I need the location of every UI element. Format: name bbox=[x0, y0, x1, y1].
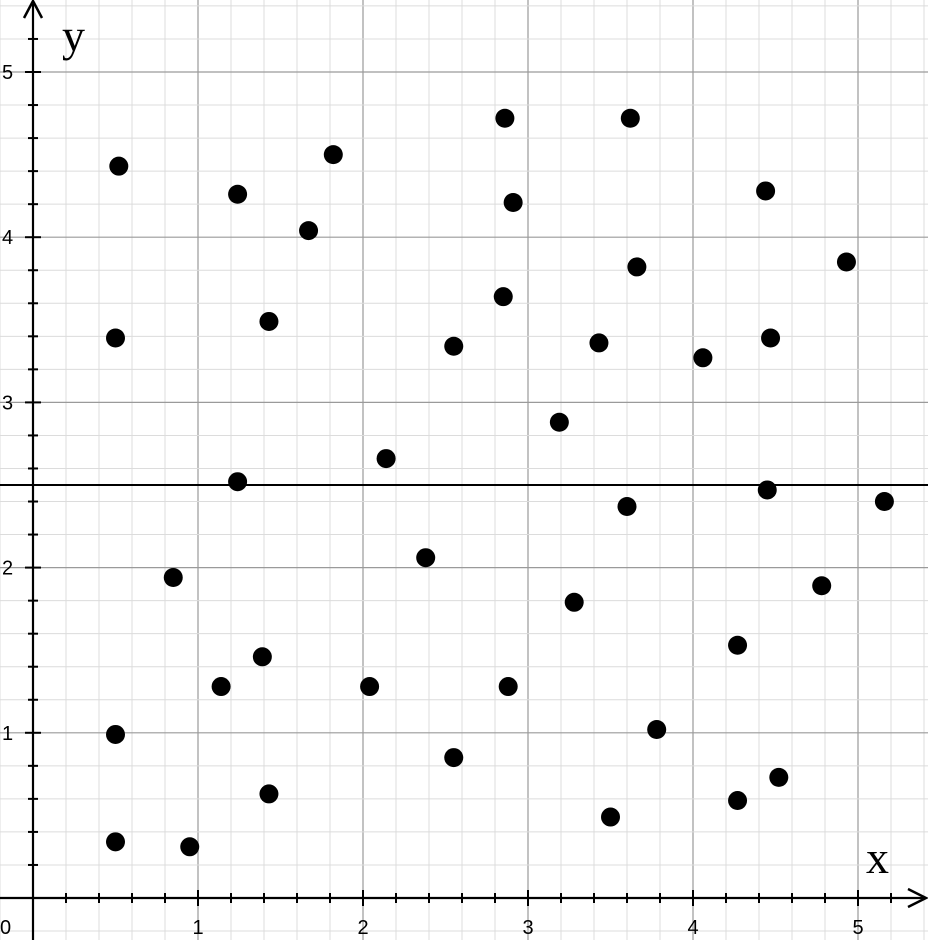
x-tick-label: 4 bbox=[687, 917, 698, 939]
tick-labels: 1 2 3 4 5 1 2 3 4 5 bbox=[2, 62, 864, 939]
data-point bbox=[106, 832, 125, 852]
data-point bbox=[376, 449, 396, 469]
data-point bbox=[106, 328, 125, 348]
x-axis-arrow bbox=[907, 887, 928, 909]
y-tick-label: 1 bbox=[2, 723, 13, 745]
data-point bbox=[761, 328, 781, 348]
data-point bbox=[498, 677, 518, 697]
y-tick-label: 3 bbox=[2, 392, 13, 414]
data-point bbox=[163, 568, 183, 588]
data-point bbox=[299, 221, 319, 241]
data-point bbox=[211, 677, 231, 697]
x-tick-label: 3 bbox=[522, 917, 533, 939]
y-tick-label: 4 bbox=[2, 227, 13, 249]
data-point bbox=[228, 184, 248, 204]
data-point bbox=[259, 784, 279, 804]
data-point bbox=[589, 333, 609, 353]
data-point bbox=[812, 576, 832, 596]
data-point bbox=[728, 791, 748, 811]
data-point bbox=[503, 193, 523, 213]
data-point bbox=[617, 496, 637, 516]
data-point bbox=[874, 492, 894, 512]
data-point bbox=[228, 472, 248, 492]
data-point bbox=[836, 252, 856, 272]
origin-label: 0 bbox=[0, 917, 11, 939]
data-point bbox=[757, 480, 777, 500]
data-point bbox=[106, 724, 125, 744]
data-point bbox=[564, 592, 584, 612]
data-point bbox=[252, 647, 272, 667]
y-axis-label: y bbox=[62, 10, 85, 61]
data-point bbox=[549, 412, 569, 432]
data-point bbox=[728, 635, 748, 655]
data-points bbox=[106, 108, 894, 857]
y-tick-label: 2 bbox=[2, 558, 13, 580]
data-point bbox=[647, 719, 667, 739]
data-point bbox=[756, 181, 776, 201]
x-tick-label: 2 bbox=[357, 917, 368, 939]
data-point bbox=[495, 108, 515, 128]
data-point bbox=[769, 767, 789, 787]
tick-marks bbox=[25, 37, 892, 906]
data-point bbox=[444, 748, 464, 768]
x-tick-label: 1 bbox=[192, 917, 203, 939]
y-tick-label: 5 bbox=[2, 62, 13, 84]
y-axis-arrow bbox=[22, 0, 44, 19]
data-point bbox=[620, 108, 640, 128]
data-point bbox=[360, 677, 380, 697]
data-point bbox=[627, 257, 647, 277]
data-point bbox=[109, 156, 129, 176]
data-point bbox=[493, 287, 513, 307]
data-point bbox=[180, 837, 200, 857]
x-tick-label: 5 bbox=[852, 917, 863, 939]
data-point bbox=[693, 348, 713, 368]
data-point bbox=[259, 311, 279, 331]
data-point bbox=[323, 145, 343, 165]
data-point bbox=[416, 548, 436, 568]
data-point bbox=[601, 807, 620, 827]
data-point bbox=[444, 336, 464, 356]
x-axis-label: x bbox=[866, 832, 889, 883]
